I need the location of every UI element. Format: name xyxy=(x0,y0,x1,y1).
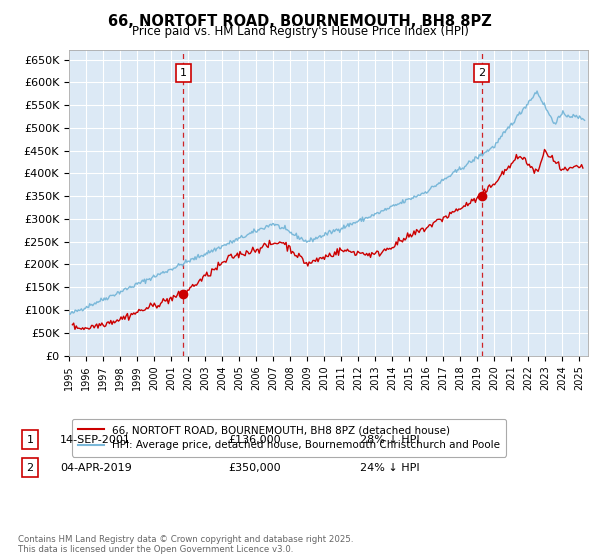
Text: 1: 1 xyxy=(26,435,34,445)
Text: 28% ↓ HPI: 28% ↓ HPI xyxy=(360,435,419,445)
Text: £350,000: £350,000 xyxy=(228,463,281,473)
Text: £136,000: £136,000 xyxy=(228,435,281,445)
Text: 1: 1 xyxy=(179,68,187,78)
Text: 24% ↓ HPI: 24% ↓ HPI xyxy=(360,463,419,473)
Text: 14-SEP-2001: 14-SEP-2001 xyxy=(60,435,131,445)
Text: 66, NORTOFT ROAD, BOURNEMOUTH, BH8 8PZ: 66, NORTOFT ROAD, BOURNEMOUTH, BH8 8PZ xyxy=(108,14,492,29)
Text: Contains HM Land Registry data © Crown copyright and database right 2025.
This d: Contains HM Land Registry data © Crown c… xyxy=(18,535,353,554)
Text: 04-APR-2019: 04-APR-2019 xyxy=(60,463,132,473)
Text: Price paid vs. HM Land Registry's House Price Index (HPI): Price paid vs. HM Land Registry's House … xyxy=(131,25,469,38)
Text: 2: 2 xyxy=(26,463,34,473)
Text: 2: 2 xyxy=(478,68,485,78)
Legend: 66, NORTOFT ROAD, BOURNEMOUTH, BH8 8PZ (detached house), HPI: Average price, det: 66, NORTOFT ROAD, BOURNEMOUTH, BH8 8PZ (… xyxy=(71,419,506,456)
